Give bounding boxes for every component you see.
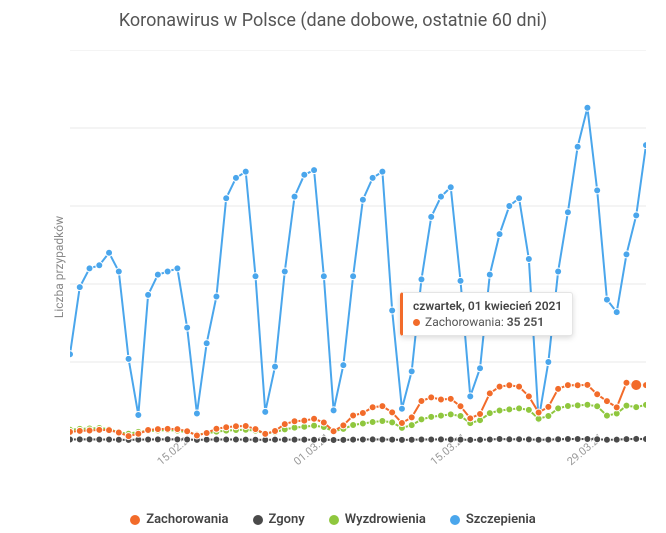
legend-label: Wyzdrowienia (345, 512, 426, 527)
legend-item[interactable]: Zgony (253, 512, 305, 527)
legend-item[interactable]: Wyzdrowienia (329, 512, 426, 527)
y-axis-label: Liczba przypadków (52, 215, 66, 317)
legend-label: Szczepienia (466, 512, 536, 527)
legend-marker-icon (130, 515, 140, 525)
chart-svg: 05000010000015000020000025000015.02.2101… (70, 50, 646, 480)
legend-label: Zachorowania (146, 512, 228, 527)
legend-marker-icon (329, 515, 339, 525)
legend-item[interactable]: Zachorowania (130, 512, 228, 527)
legend: Zachorowania Zgony Wyzdrowienia Szczepienia (0, 512, 666, 527)
svg-text:01.03.21: 01.03.21 (291, 431, 332, 469)
legend-marker-icon (253, 515, 263, 525)
plot-area[interactable]: 05000010000015000020000025000015.02.2101… (70, 50, 646, 440)
legend-marker-icon (450, 515, 460, 525)
legend-label: Zgony (269, 512, 305, 527)
chart-title: Koronawirus w Polsce (dane dobowe, ostat… (0, 0, 666, 31)
legend-item[interactable]: Szczepienia (450, 512, 536, 527)
chart-container: Koronawirus w Polsce (dane dobowe, ostat… (0, 0, 666, 533)
